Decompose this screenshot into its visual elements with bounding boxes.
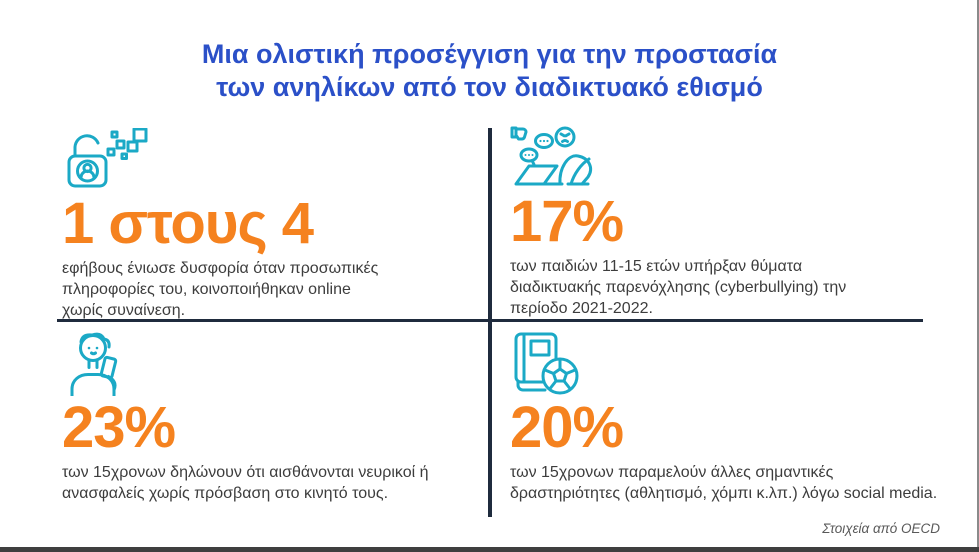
stat-block-cyberbullying: 17% των παιδιών 11-15 ετών υπήρξαν θύματ… <box>510 126 920 319</box>
stat-block-neglected-activities: 20% των 15χρονων παραμελούν άλλες σημαντ… <box>510 332 972 504</box>
stat-block-data-shared: 1 στους 4 εφήβους ένιωσε δυσφορία όταν π… <box>62 128 432 321</box>
stat-value: 17% <box>510 189 624 254</box>
stat-description: εφήβους ένιωσε δυσφορία όταν προσωπικές … <box>62 260 379 319</box>
stat-description: των 15χρονων παραμελούν άλλες σημαντικές… <box>510 464 938 502</box>
stat-description: των 15χρονων δηλώνουν ότι αισθάνονται νε… <box>62 464 429 502</box>
stat-block-phone-anxiety: 23% των 15χρονων δηλώνουν ότι αισθάνοντα… <box>62 332 482 504</box>
stat-value: 20% <box>510 395 624 460</box>
vertical-divider <box>488 128 492 517</box>
bottom-edge-bar <box>0 547 979 552</box>
right-edge-border <box>977 0 979 552</box>
stat-value: 1 στους 4 <box>62 191 314 256</box>
teen-with-phone-icon <box>62 332 482 396</box>
unlocked-padlock-data-leak-icon <box>62 128 432 192</box>
stat-description: των παιδιών 11-15 ετών υπήρξαν θύματα δι… <box>510 258 847 317</box>
cyberbullying-laptop-icon <box>510 126 920 190</box>
horizontal-divider <box>57 319 923 322</box>
stat-value: 23% <box>62 395 176 460</box>
book-and-football-icon <box>510 332 972 396</box>
source-note: Στοιχεία από OECD <box>822 521 940 536</box>
slide-title: Μια ολιστική προσέγγιση για την προστασί… <box>201 39 778 102</box>
